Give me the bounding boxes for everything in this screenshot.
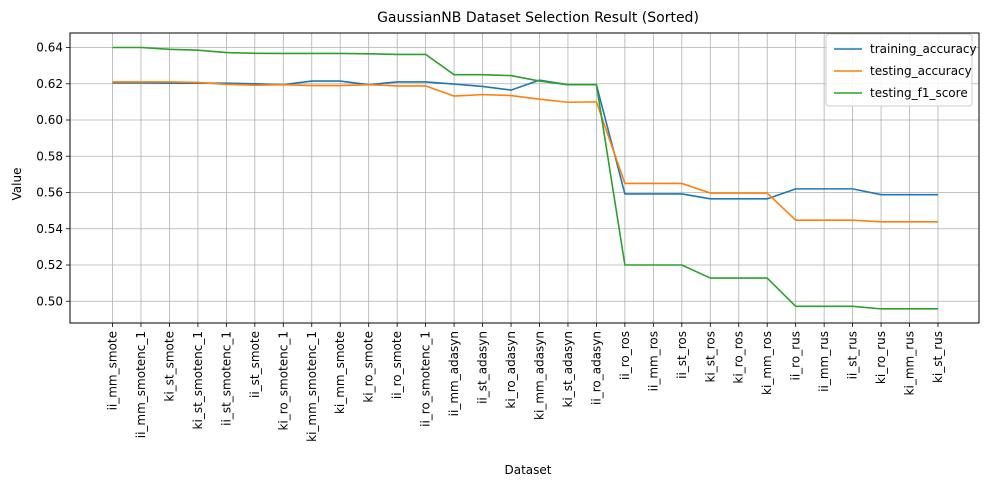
x-tick-label: ii_st_adasyn	[476, 331, 490, 404]
x-tick-label: ki_st_smotenc_1	[191, 331, 205, 429]
legend-label-testing_accuracy: testing_accuracy	[870, 64, 972, 78]
x-tick-label: ki_st_ros	[703, 331, 717, 383]
x-tick-label: ii_mm_smotenc_1	[134, 331, 148, 438]
x-tick-label: ki_mm_ros	[760, 331, 774, 395]
x-tick-label: ii_st_smote	[248, 331, 262, 398]
chart-title: GaussianNB Dataset Selection Result (Sor…	[377, 10, 699, 26]
x-tick-label: ki_mm_adasyn	[532, 331, 546, 420]
x-tick-label: ii_mm_adasyn	[447, 331, 461, 416]
x-tick-label: ii_ro_smotenc_1	[419, 331, 433, 427]
y-tick-label: 0.62	[36, 77, 63, 91]
y-tick-label: 0.58	[36, 149, 63, 163]
y-tick-label: 0.56	[36, 186, 63, 200]
y-tick-label: 0.60	[36, 113, 63, 127]
x-tick-label: ki_ro_ros	[732, 331, 746, 384]
series-line-testing_f1_score	[113, 48, 939, 309]
x-tick-label: ii_mm_rus	[817, 331, 831, 392]
y-tick-label: 0.50	[36, 294, 63, 308]
x-axis: ii_mm_smote ii_mm_smotenc_1 ki_st_smote ki_…	[106, 323, 946, 442]
x-tick-label: ki_ro_rus	[874, 331, 888, 384]
legend: training_accuracy testing_accuracytesting…	[826, 34, 977, 106]
legend-label-training_accuracy: training_accuracy	[870, 42, 977, 56]
x-tick-label: ii_ro_adasyn	[589, 331, 603, 405]
legend-label-testing_f1_score: testing_f1_score	[870, 86, 968, 100]
x-tick-label: ki_mm_rus	[903, 331, 917, 395]
x-tick-label: ki_st_smote	[162, 331, 176, 402]
x-tick-label: ki_ro_adasyn	[504, 331, 518, 409]
x-tick-label: ki_st_rus	[931, 331, 945, 383]
x-tick-label: ki_mm_smote	[333, 331, 347, 414]
x-tick-label: ii_ro_rus	[789, 331, 803, 380]
y-tick-label: 0.54	[36, 222, 63, 236]
x-tick-label: ii_st_rus	[846, 331, 860, 379]
x-tick-label: ii_ro_ros	[618, 331, 632, 380]
series-layer	[113, 48, 939, 309]
x-tick-label: ki_ro_smotenc_1	[276, 331, 290, 431]
x-tick-label: ki_ro_smote	[362, 331, 376, 403]
x-axis-title: Dataset	[505, 463, 552, 477]
x-tick-label: ii_mm_ros	[646, 331, 660, 391]
y-tick-label: 0.64	[36, 41, 63, 55]
x-tick-label: ii_st_smotenc_1	[219, 331, 233, 426]
x-tick-label: ii_ro_smote	[390, 331, 404, 399]
y-axis: 0.50 0.52 0.54 0.56 0.58 0.60 0.62 0.64	[36, 41, 70, 309]
y-axis-title: Value	[10, 168, 24, 201]
x-tick-label: ki_st_adasyn	[561, 331, 575, 408]
x-tick-label: ii_st_ros	[675, 331, 689, 379]
x-tick-label: ki_mm_smotenc_1	[305, 331, 319, 442]
x-tick-label: ii_mm_smote	[106, 331, 120, 410]
y-tick-label: 0.52	[36, 258, 63, 272]
series-line-testing_accuracy	[113, 82, 939, 222]
